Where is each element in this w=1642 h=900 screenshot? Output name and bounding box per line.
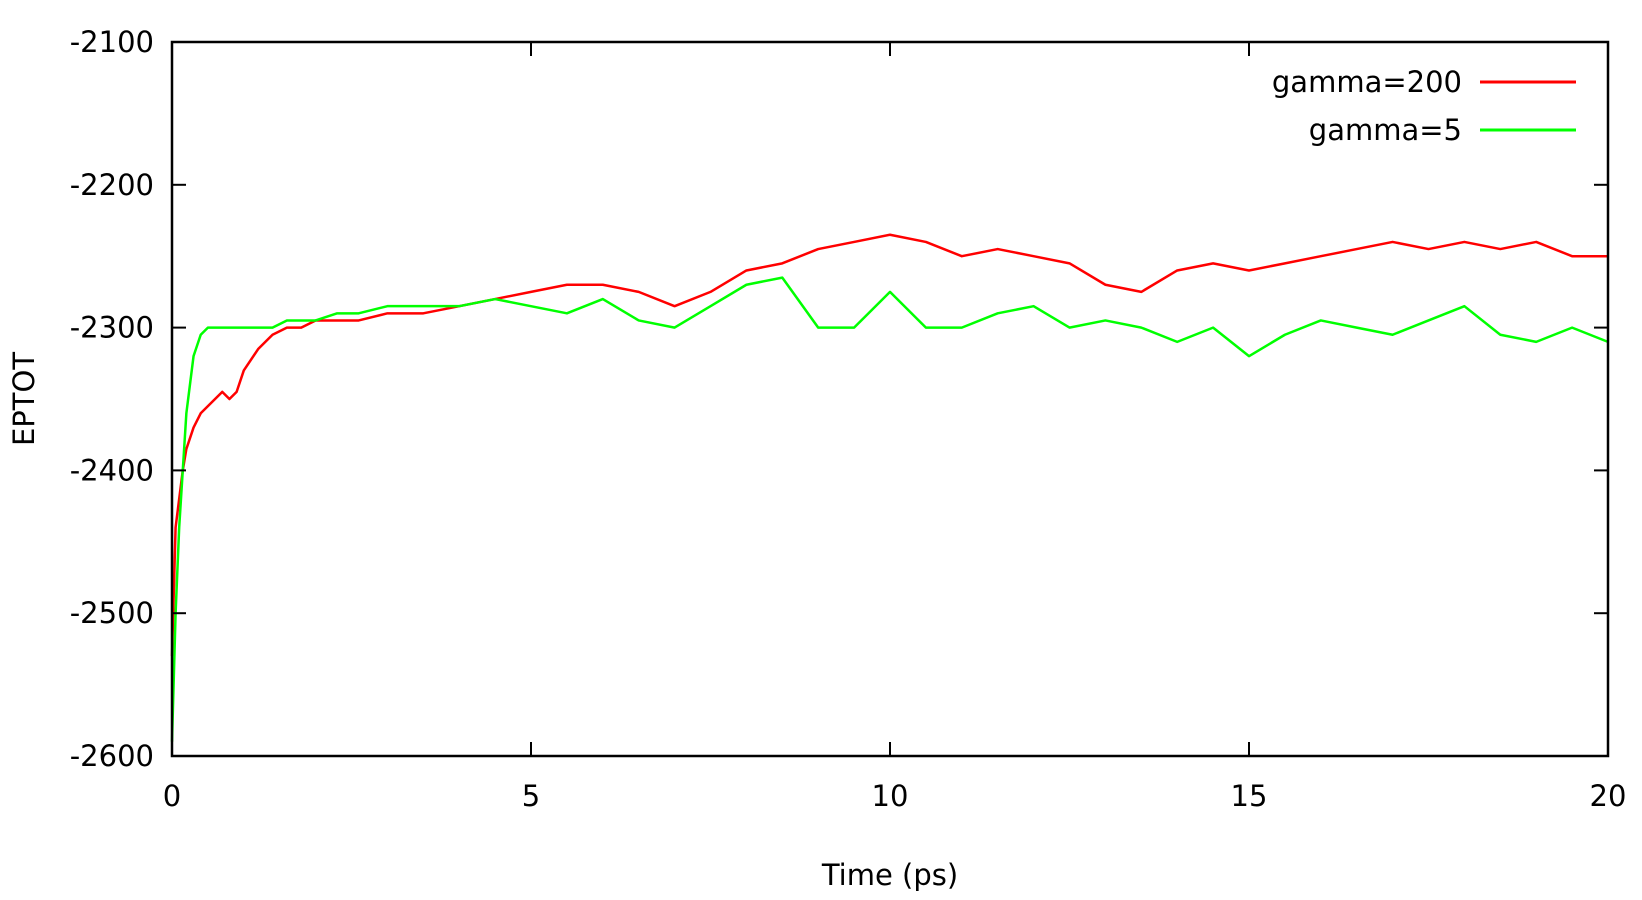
series-layer — [170, 233, 1609, 742]
legend-entry-label: gamma=200 — [1272, 65, 1462, 99]
series-line-2 — [170, 276, 1609, 742]
x-tick-label: 5 — [522, 779, 540, 813]
y-tick-label: -2400 — [70, 453, 154, 487]
y-tick-label: -2300 — [70, 311, 154, 345]
y-tick-label: -2500 — [70, 596, 154, 630]
legend: gamma=200 gamma=5 — [1272, 65, 1576, 147]
legend-entry-label: gamma=5 — [1309, 113, 1462, 147]
x-axis-label: Time (ps) — [821, 858, 958, 892]
series-line-1 — [170, 233, 1608, 657]
x-tick-label: 20 — [1590, 779, 1627, 813]
ticks-layer: 0 5 10 15 20 -2600 -2500 -2400 -2300 -2200 -2100 — [70, 25, 1627, 813]
y-axis-label: EPTOT — [7, 352, 41, 446]
y-tick-label: -2200 — [70, 168, 154, 202]
x-tick-label: 10 — [872, 779, 909, 813]
y-tick-label: -2600 — [70, 739, 154, 773]
y-tick-label: -2100 — [70, 25, 154, 59]
x-tick-label: 15 — [1231, 779, 1268, 813]
x-tick-label: 0 — [163, 779, 181, 813]
plot-frame — [170, 40, 1610, 758]
